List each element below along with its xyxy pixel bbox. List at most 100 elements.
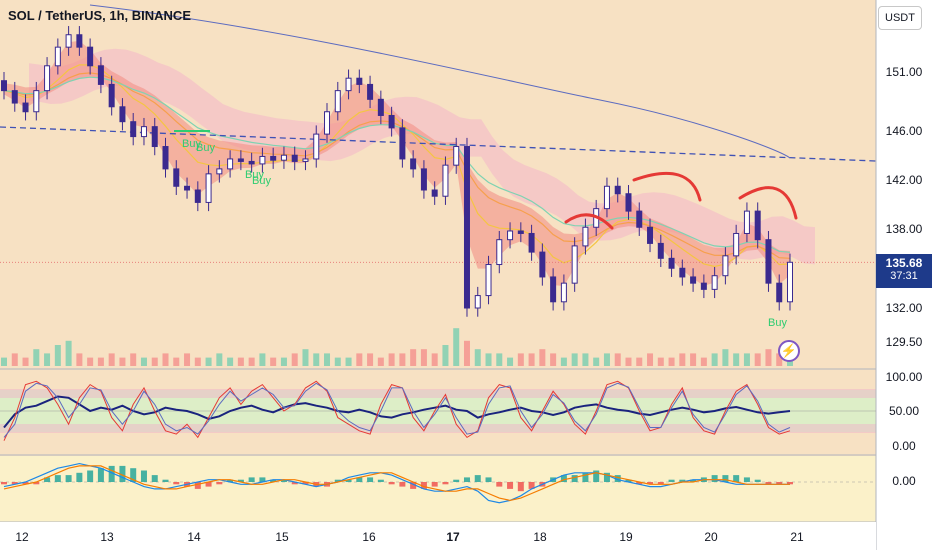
candle-body <box>162 146 169 170</box>
histogram-bar <box>1 482 7 485</box>
oscillator-line <box>3 382 791 438</box>
candle-body <box>356 77 363 85</box>
volume-bar <box>11 353 18 366</box>
lightning-icon[interactable]: ⚡ <box>778 340 800 362</box>
candle-body <box>733 232 740 257</box>
volume-bar <box>593 357 600 366</box>
candle-body <box>184 185 191 191</box>
buy-label: Buy <box>245 169 264 181</box>
volume-bar <box>560 357 567 366</box>
time-axis[interactable] <box>0 522 876 550</box>
candle-body <box>248 160 255 165</box>
candle-body <box>539 251 546 278</box>
volume-bar <box>700 357 707 366</box>
volume-bar <box>485 353 492 366</box>
price-tick-label: 142.00 <box>886 173 923 187</box>
histogram-bar <box>453 479 460 482</box>
histogram-bar <box>151 475 158 482</box>
candles <box>1 26 793 317</box>
volume-bar <box>237 357 244 366</box>
volume-bar <box>65 340 72 366</box>
candle-body <box>668 257 675 269</box>
candle-body <box>44 65 51 92</box>
time-tick-label: 17 <box>446 530 460 544</box>
volume-bar <box>367 353 374 366</box>
histogram-bar <box>76 472 83 482</box>
histogram-bar <box>227 479 234 482</box>
volume-bar <box>377 357 384 366</box>
drawn-arc <box>738 186 798 220</box>
histogram-bar <box>194 482 201 489</box>
volume-bar <box>87 357 94 366</box>
candle-body <box>453 146 460 166</box>
volume-bar <box>690 353 697 366</box>
volume-bar <box>291 353 298 366</box>
chart-title: SOL / TetherUS, 1h, BINANCE <box>8 8 191 23</box>
candle-body <box>625 193 632 212</box>
histogram-bar <box>356 477 363 482</box>
volume-bar <box>496 353 503 366</box>
candle-body <box>302 158 309 162</box>
histogram-bar <box>722 475 729 482</box>
candle-body <box>194 189 201 203</box>
candle-body <box>151 126 158 148</box>
time-tick-label: 18 <box>533 530 547 544</box>
candle-body <box>237 158 244 162</box>
volume-bar <box>324 353 331 366</box>
histogram-bar <box>711 475 718 482</box>
histogram-tick-label: 0.00 <box>892 474 916 488</box>
histogram-bar <box>420 482 427 489</box>
candle-countdown: 37:31 <box>890 270 918 282</box>
candle-body <box>765 239 772 284</box>
histogram-bar <box>603 472 610 482</box>
currency-button[interactable]: USDT <box>878 6 922 30</box>
last-price-badge: 135.68 37:31 <box>876 254 932 288</box>
candle-body <box>722 255 729 277</box>
volume-bar <box>420 349 427 366</box>
volume-bar <box>539 349 546 366</box>
volume-bar <box>345 357 352 366</box>
candle-body <box>711 275 718 290</box>
time-tick-label: 19 <box>619 530 633 544</box>
candle-body <box>367 83 374 100</box>
buy-label: Buy <box>182 138 201 150</box>
candle-body <box>560 282 567 303</box>
histogram-bar <box>410 482 417 489</box>
buy-label: Buy <box>252 175 271 187</box>
volume-bar <box>108 353 115 366</box>
volume-bar <box>614 353 621 366</box>
histogram-bar <box>291 482 298 485</box>
candle-body <box>259 155 266 165</box>
histogram-bar <box>97 468 104 482</box>
histogram-bar <box>517 482 524 492</box>
oscillator-tick-label: 100.00 <box>886 370 923 384</box>
histogram-bar <box>259 477 266 482</box>
volume-bar <box>194 357 201 366</box>
histogram-bar <box>743 477 750 482</box>
macd-line <box>3 462 790 504</box>
candle-body <box>324 111 331 135</box>
macd-line <box>3 465 790 502</box>
histogram-bar <box>44 477 51 482</box>
volume-bar <box>44 353 51 366</box>
time-tick-label: 16 <box>362 530 376 544</box>
volume-bar <box>571 353 578 366</box>
volume-bar <box>33 349 40 366</box>
drawn-arc <box>564 213 614 230</box>
histogram-bar <box>463 477 470 482</box>
volume-bar <box>184 353 191 366</box>
candle-body <box>270 155 277 161</box>
histogram-bar <box>377 479 384 482</box>
candle-body <box>108 83 115 108</box>
volume-bar <box>259 353 266 366</box>
volume-bar <box>647 353 654 366</box>
histogram-bar <box>787 482 793 485</box>
volume-bar <box>22 357 29 366</box>
candle-body <box>119 106 126 123</box>
histogram-bar <box>636 482 643 485</box>
candle-body <box>550 276 557 303</box>
candle-body <box>334 90 341 113</box>
volume-bar <box>711 353 718 366</box>
histogram-bar <box>754 479 761 482</box>
